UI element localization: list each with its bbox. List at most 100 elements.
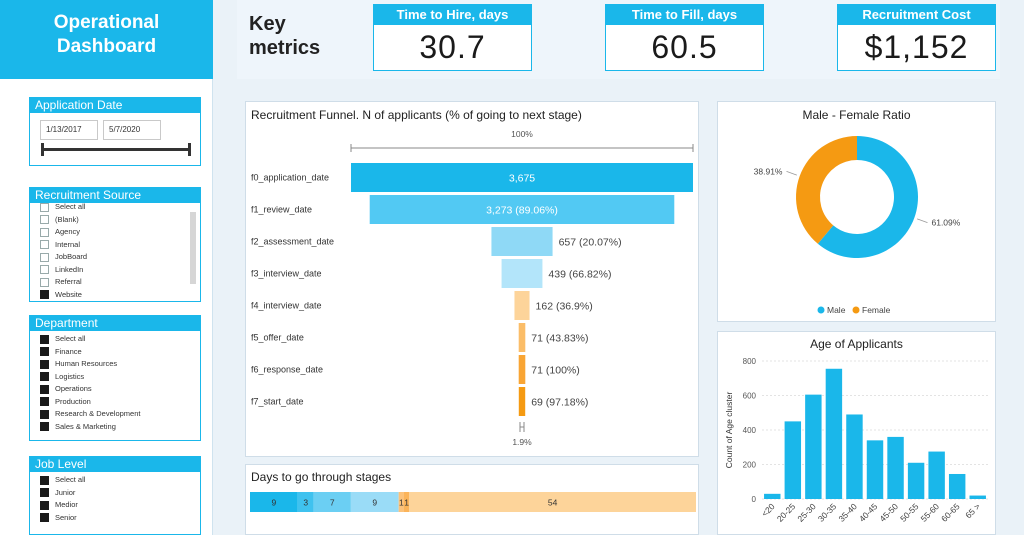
recruitment-source-title: Recruitment Source (30, 188, 200, 203)
funnel-bar[interactable] (369, 195, 675, 224)
job-level-slicer: Job Level Select all Junior Medior Senior (29, 456, 201, 535)
recruitment-source-option[interactable]: JobBoard (40, 251, 200, 264)
age-bar[interactable] (969, 495, 986, 499)
donut-slice[interactable] (796, 136, 857, 244)
department-option[interactable]: Select all (40, 333, 200, 346)
stage-days-segment[interactable] (350, 492, 399, 512)
department-option-label: Select all (55, 334, 86, 344)
recruitment-source-checkbox[interactable] (40, 227, 49, 237)
stage-days-segment[interactable] (297, 492, 314, 512)
start-date-input[interactable]: 1/13/2017 (40, 120, 98, 140)
age-applicants-title: Age of Applicants (810, 337, 903, 351)
department-option[interactable]: Production (40, 396, 200, 409)
recruitment-source-option-label: (Blank) (55, 214, 79, 224)
stage-days-segment[interactable] (250, 492, 298, 512)
recruitment-cost-value: $1,152 (864, 29, 969, 65)
department-checkbox[interactable] (40, 334, 49, 344)
department-checkbox[interactable] (40, 384, 49, 394)
funnel-value-label: 69 (97.18%) (531, 397, 588, 409)
age-bar[interactable] (784, 421, 802, 499)
funnel-bar[interactable] (518, 323, 526, 352)
funnel-bar[interactable] (518, 387, 526, 416)
job-level-checkbox[interactable] (40, 488, 49, 498)
stage-days-segment[interactable] (403, 492, 410, 512)
job-level-option[interactable]: Select all (40, 474, 200, 487)
donut-slice[interactable] (817, 136, 918, 258)
x-tick-label: 20-25 (775, 501, 798, 524)
days-stages-card: Days to go through stages 9 3 7 9 1 1 54 (245, 464, 699, 535)
application-date-title: Application Date (30, 98, 200, 113)
recruitment-source-checkbox[interactable] (40, 215, 49, 225)
funnel-bar[interactable] (501, 259, 543, 288)
date-range-start-handle[interactable] (41, 143, 44, 156)
recruitment-source-option[interactable]: Select all (40, 201, 200, 214)
department-option[interactable]: Operations (40, 383, 200, 396)
date-range-end-handle[interactable] (188, 143, 191, 156)
department-option[interactable]: Research & Development (40, 408, 200, 421)
department-checkbox[interactable] (40, 347, 49, 357)
department-checkbox[interactable] (40, 359, 49, 369)
days-stages-title: Days to go through stages (251, 470, 392, 484)
department-checkbox[interactable] (40, 409, 49, 419)
department-checkbox[interactable] (40, 372, 49, 382)
recruitment-source-checkbox[interactable] (40, 277, 49, 287)
department-option[interactable]: Finance (40, 346, 200, 359)
stage-days-label: 54 (548, 498, 558, 508)
department-title: Department (30, 316, 200, 331)
department-checkbox[interactable] (40, 422, 49, 432)
recruitment-source-checkbox[interactable] (40, 265, 49, 275)
department-option-label: Logistics (55, 371, 85, 381)
recruitment-source-checkbox[interactable] (40, 252, 49, 262)
end-date-input[interactable]: 5/7/2020 (103, 120, 161, 140)
funnel-bar[interactable] (491, 227, 553, 256)
age-bar[interactable] (866, 440, 884, 499)
funnel-bar[interactable] (518, 355, 526, 384)
recruitment-source-checkbox[interactable] (40, 290, 49, 299)
age-bar[interactable] (928, 451, 945, 499)
age-bar[interactable] (846, 414, 863, 499)
department-slicer: Department Select all Finance Human Resour… (29, 315, 201, 441)
stage-days-label: 7 (330, 498, 335, 508)
job-level-checkbox[interactable] (40, 475, 49, 485)
age-bar[interactable] (825, 368, 843, 499)
job-level-option[interactable]: Senior (40, 512, 200, 525)
age-bar[interactable] (907, 462, 925, 499)
department-option[interactable]: Sales & Marketing (40, 421, 200, 434)
recruitment-source-option[interactable]: Agency (40, 226, 200, 239)
recruitment-source-option[interactable]: Website (40, 289, 200, 299)
funnel-value-label: 71 (43.83%) (531, 333, 588, 345)
stage-days-segment[interactable] (313, 492, 351, 512)
legend-label: Male (827, 305, 846, 315)
recruitment-source-checkbox[interactable] (40, 202, 49, 212)
age-bar[interactable] (887, 436, 904, 499)
department-checkbox[interactable] (40, 397, 49, 407)
recruitment-source-option[interactable]: Internal (40, 239, 200, 252)
age-bar[interactable] (948, 473, 966, 499)
job-level-checkbox[interactable] (40, 500, 49, 510)
recruitment-source-option[interactable]: Referral (40, 276, 200, 289)
department-option[interactable]: Human Resources (40, 358, 200, 371)
stage-days-label: 9 (372, 498, 377, 508)
date-range-track[interactable] (42, 148, 190, 151)
job-level-option-label: Senior (55, 512, 77, 522)
age-bar[interactable] (764, 493, 781, 499)
funnel-bar[interactable] (514, 291, 530, 320)
job-level-checkbox[interactable] (40, 513, 49, 523)
age-bar[interactable] (805, 394, 822, 499)
department-option[interactable]: Logistics (40, 371, 200, 384)
stage-days-segment[interactable] (398, 492, 404, 512)
days-stages-chart: 9 3 7 9 1 1 54 (250, 492, 696, 512)
recruitment-source-option[interactable]: (Blank) (40, 214, 200, 227)
recruitment-source-option[interactable]: LinkedIn (40, 264, 200, 277)
funnel-bar[interactable] (351, 163, 693, 192)
job-level-option[interactable]: Medior (40, 499, 200, 512)
job-level-title: Job Level (30, 457, 200, 472)
funnel-stage-label: f2_assessment_date (251, 237, 334, 247)
recruitment-source-scrollbar[interactable] (190, 212, 196, 284)
job-level-list: Select all Junior Medior Senior (30, 472, 200, 524)
job-level-option[interactable]: Junior (40, 487, 200, 500)
recruitment-source-checkbox[interactable] (40, 240, 49, 250)
stage-days-segment[interactable] (409, 492, 696, 512)
legend-dot (817, 306, 825, 314)
stage-days-label: 3 (303, 498, 308, 508)
